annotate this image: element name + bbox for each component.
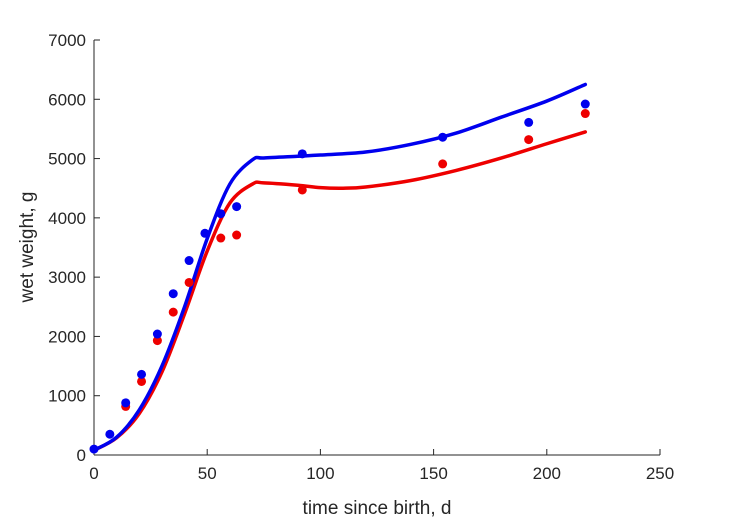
model-curves	[92, 82, 588, 453]
data-point	[216, 209, 226, 219]
data-points	[89, 99, 590, 454]
data-point	[297, 185, 307, 195]
x-tick-label: 50	[198, 464, 217, 483]
data-point	[152, 329, 162, 339]
y-tick-label: 3000	[48, 268, 86, 287]
y-tick-label: 5000	[48, 150, 86, 169]
y-tick-label: 0	[77, 446, 86, 465]
data-point	[184, 277, 194, 287]
x-tick-label: 100	[306, 464, 334, 483]
data-point	[232, 202, 242, 212]
x-axis-label: time since birth, d	[303, 498, 452, 519]
data-point	[438, 132, 448, 142]
x-tick-label: 0	[89, 464, 98, 483]
data-point	[184, 256, 194, 266]
x-tick-label: 250	[646, 464, 674, 483]
data-point	[438, 159, 448, 169]
data-point	[524, 117, 534, 127]
data-point	[105, 429, 115, 439]
y-tick-label: 1000	[48, 387, 86, 406]
model-curve	[92, 130, 588, 453]
data-point	[152, 336, 162, 346]
data-point	[121, 398, 131, 408]
data-point	[200, 228, 210, 238]
x-tick-label: 150	[419, 464, 447, 483]
data-point	[137, 369, 147, 379]
y-ticks: 0 1000 2000 3000 4000 5000 6000 7000	[48, 31, 100, 465]
data-point	[232, 230, 242, 240]
data-point	[89, 444, 99, 454]
data-point	[216, 233, 226, 243]
x-ticks: 0 50 100 150 200 250	[89, 449, 674, 483]
model-curve	[92, 82, 588, 453]
y-tick-label: 7000	[48, 31, 86, 50]
data-point	[580, 99, 590, 109]
axes	[93, 40, 660, 456]
data-point	[168, 289, 178, 299]
data-point	[580, 109, 590, 119]
data-point	[297, 149, 307, 159]
data-point	[168, 307, 178, 317]
y-tick-label: 6000	[48, 90, 86, 109]
y-axis-label: wet weight, g	[17, 192, 38, 304]
x-tick-label: 200	[533, 464, 561, 483]
data-point	[524, 135, 534, 145]
data-point	[137, 376, 147, 386]
y-tick-label: 4000	[48, 209, 86, 228]
y-tick-label: 2000	[48, 327, 86, 346]
